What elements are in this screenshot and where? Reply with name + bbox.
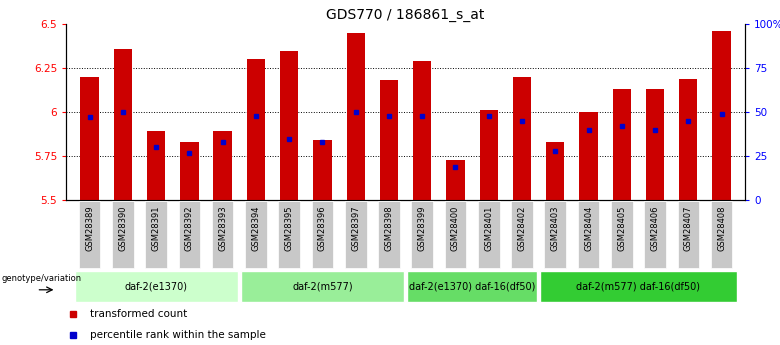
Bar <box>546 142 565 200</box>
Text: GSM28402: GSM28402 <box>517 206 526 251</box>
FancyBboxPatch shape <box>407 271 537 302</box>
FancyBboxPatch shape <box>312 201 333 268</box>
Bar <box>679 79 697 200</box>
FancyBboxPatch shape <box>75 271 238 302</box>
FancyBboxPatch shape <box>541 271 736 302</box>
Text: GSM28397: GSM28397 <box>351 206 360 251</box>
Bar <box>114 49 132 200</box>
Bar <box>280 51 298 200</box>
Text: GSM28390: GSM28390 <box>119 206 127 251</box>
FancyBboxPatch shape <box>478 201 499 268</box>
Bar <box>314 140 332 200</box>
FancyBboxPatch shape <box>578 201 599 268</box>
FancyBboxPatch shape <box>378 201 400 268</box>
Bar <box>580 112 597 200</box>
Bar <box>346 33 365 200</box>
Bar <box>446 160 465 200</box>
Text: GSM28389: GSM28389 <box>85 206 94 251</box>
Text: GSM28396: GSM28396 <box>318 206 327 251</box>
Text: GSM28398: GSM28398 <box>385 206 393 251</box>
Text: GSM28408: GSM28408 <box>717 206 726 251</box>
Bar <box>380 80 398 200</box>
FancyBboxPatch shape <box>411 201 433 268</box>
Text: daf-2(e1370) daf-16(df50): daf-2(e1370) daf-16(df50) <box>409 282 535 291</box>
Bar <box>180 142 199 200</box>
FancyBboxPatch shape <box>511 201 533 268</box>
Text: GSM28407: GSM28407 <box>684 206 693 251</box>
FancyBboxPatch shape <box>278 201 300 268</box>
Text: GSM28393: GSM28393 <box>218 206 227 251</box>
Text: transformed count: transformed count <box>90 309 187 319</box>
Bar <box>214 131 232 200</box>
Text: GSM28391: GSM28391 <box>151 206 161 251</box>
FancyBboxPatch shape <box>445 201 466 268</box>
FancyBboxPatch shape <box>112 201 133 268</box>
FancyBboxPatch shape <box>145 201 167 268</box>
Bar <box>480 110 498 200</box>
Bar <box>413 61 431 200</box>
Text: GSM28394: GSM28394 <box>251 206 261 251</box>
FancyBboxPatch shape <box>241 271 404 302</box>
FancyBboxPatch shape <box>245 201 267 268</box>
FancyBboxPatch shape <box>212 201 233 268</box>
FancyBboxPatch shape <box>678 201 699 268</box>
Text: GSM28404: GSM28404 <box>584 206 593 251</box>
Text: genotype/variation: genotype/variation <box>2 274 81 283</box>
FancyBboxPatch shape <box>345 201 367 268</box>
Text: daf-2(m577) daf-16(df50): daf-2(m577) daf-16(df50) <box>576 282 700 291</box>
Bar <box>646 89 665 200</box>
FancyBboxPatch shape <box>179 201 200 268</box>
Bar <box>712 31 731 200</box>
FancyBboxPatch shape <box>611 201 633 268</box>
Text: GSM28401: GSM28401 <box>484 206 493 251</box>
FancyBboxPatch shape <box>544 201 566 268</box>
FancyBboxPatch shape <box>644 201 666 268</box>
Text: GSM28399: GSM28399 <box>418 206 427 251</box>
Text: daf-2(m577): daf-2(m577) <box>292 282 353 291</box>
Title: GDS770 / 186861_s_at: GDS770 / 186861_s_at <box>326 8 485 22</box>
Text: GSM28395: GSM28395 <box>285 206 294 251</box>
Text: GSM28406: GSM28406 <box>651 206 660 251</box>
FancyBboxPatch shape <box>79 201 101 268</box>
Text: GSM28405: GSM28405 <box>617 206 626 251</box>
Text: GSM28400: GSM28400 <box>451 206 460 251</box>
Text: GSM28403: GSM28403 <box>551 206 560 251</box>
FancyBboxPatch shape <box>711 201 732 268</box>
Bar <box>80 77 99 200</box>
Bar <box>513 77 531 200</box>
Text: percentile rank within the sample: percentile rank within the sample <box>90 330 266 339</box>
Text: GSM28392: GSM28392 <box>185 206 194 251</box>
Bar <box>246 59 265 200</box>
Bar <box>612 89 631 200</box>
Bar <box>147 131 165 200</box>
Text: daf-2(e1370): daf-2(e1370) <box>125 282 188 291</box>
